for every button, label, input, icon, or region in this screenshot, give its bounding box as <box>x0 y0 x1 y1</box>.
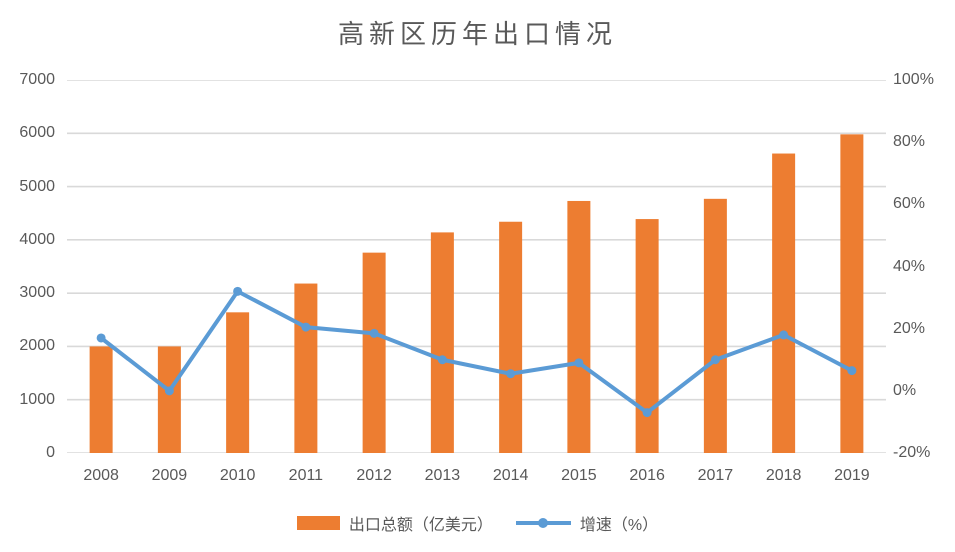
line-point-2011 <box>301 322 311 332</box>
y-left-tick-label: 4000 <box>19 230 55 248</box>
y-left-tick-label: 7000 <box>19 71 55 88</box>
plot-area <box>67 80 886 453</box>
legend-line-marker-icon <box>538 518 549 528</box>
line-point-2009 <box>164 386 174 396</box>
bar-2009 <box>157 346 181 453</box>
y-left-tick-label: 3000 <box>19 284 55 302</box>
x-tick-label: 2012 <box>356 467 392 484</box>
chart-title: 高新区历年出口情况 <box>337 20 617 50</box>
line-point-2013 <box>437 355 447 365</box>
y-right-tick-label: 0% <box>893 381 917 399</box>
bar-2008 <box>89 346 113 453</box>
x-tick-label: 2016 <box>629 467 665 484</box>
bar-2016 <box>635 219 659 453</box>
x-tick-label: 2011 <box>288 467 324 484</box>
bar-2011 <box>294 283 318 453</box>
x-tick-label: 2010 <box>219 467 256 484</box>
y-right-tick-label: -20% <box>893 444 931 461</box>
x-tick-label: 2018 <box>765 467 802 484</box>
line-point-2018 <box>779 330 789 340</box>
line-point-2010 <box>233 286 243 296</box>
x-tick-label: 2009 <box>151 467 188 484</box>
line-point-2008 <box>96 333 106 343</box>
y-right-tick-label: 60% <box>893 195 926 213</box>
x-tick-label: 2013 <box>424 467 461 484</box>
legend: 出口总额（亿美元） 增速（%） <box>0 509 955 537</box>
line-point-2016 <box>642 408 652 418</box>
bar-2018 <box>772 153 796 453</box>
line-point-2015 <box>574 358 584 368</box>
y-right-tick-label: 100% <box>893 71 934 88</box>
legend-bar-swatch <box>296 516 340 530</box>
legend-line-swatch <box>515 518 571 528</box>
x-tick-label: 2014 <box>492 467 529 484</box>
y-right-tick-label: 40% <box>893 257 926 275</box>
y-left-tick-label: 0 <box>46 444 55 461</box>
bar-2010 <box>226 312 250 453</box>
y-left-tick-label: 2000 <box>19 337 55 355</box>
x-tick-label: 2015 <box>561 467 597 484</box>
line-point-2012 <box>369 328 379 338</box>
y-right-tick-label: 20% <box>893 319 926 337</box>
x-tick-label: 2008 <box>83 467 119 484</box>
growth-line <box>99 289 854 415</box>
line-point-2017 <box>710 355 720 365</box>
bar-2013 <box>430 232 454 453</box>
y-left-tick-label: 6000 <box>19 124 55 142</box>
bar-2017 <box>703 198 727 453</box>
legend-line-label: 增速（%） <box>579 517 659 534</box>
bar-2015 <box>567 200 591 453</box>
bar-2014 <box>499 221 523 453</box>
bar-2019 <box>840 134 864 453</box>
bar-2012 <box>362 252 386 453</box>
legend-bar-label: 出口总额（亿美元） <box>348 517 493 534</box>
y-left-tick-label: 1000 <box>19 390 55 408</box>
y-right-tick-label: 80% <box>893 133 926 151</box>
x-tick-label: 2017 <box>697 467 734 484</box>
line-point-2019 <box>847 366 857 376</box>
x-tick-label: 2019 <box>834 467 870 484</box>
line-point-2014 <box>506 369 516 379</box>
y-left-tick-label: 5000 <box>19 177 55 195</box>
